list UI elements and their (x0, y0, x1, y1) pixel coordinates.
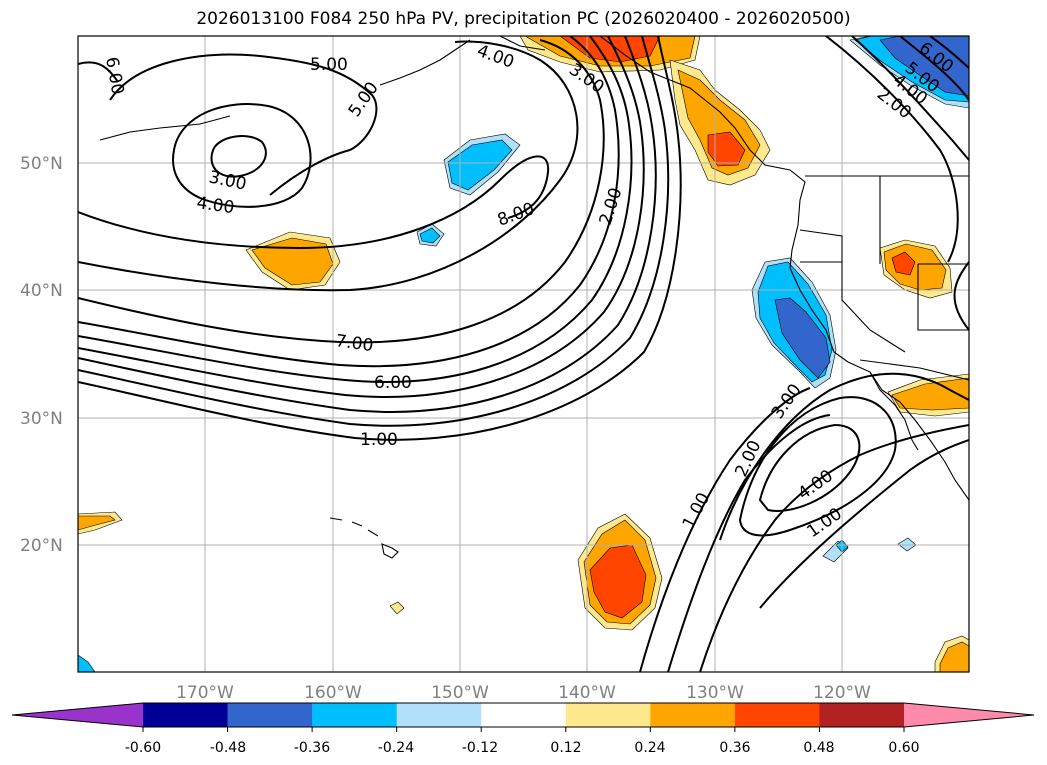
colorbar-tick-label: 0.48 (803, 740, 834, 756)
state-border-3 (917, 263, 969, 331)
pv-contour (78, 36, 682, 441)
colorbar-segment (143, 703, 229, 727)
precip-positive-area (707, 131, 746, 167)
precip-negative-area (447, 139, 513, 191)
pv-contour (759, 439, 969, 609)
latitude-labels: 50°N 40°N 30°N 20°N (20, 154, 63, 556)
pv-contour (78, 36, 645, 398)
colorbar-tick-labels: -0.60 -0.48 -0.36 -0.24 -0.12 0.12 0.24 … (125, 740, 920, 756)
precip-positive-area (559, 36, 661, 63)
pv-contour (78, 36, 633, 383)
contour-label: 7.00 (334, 331, 374, 356)
pv-contour (109, 53, 378, 196)
colorbar-tick-label: -0.48 (210, 740, 246, 756)
lon-label: 140°W (558, 683, 616, 703)
pv-contour (78, 36, 620, 368)
border-mexico (859, 359, 969, 381)
precip-positive-area (389, 601, 405, 615)
pv-contour (78, 36, 657, 413)
map-title: 2026013100 F084 250 hPa PV, precipitatio… (196, 9, 851, 29)
colorbar (11, 702, 1035, 732)
colorbar-segment (227, 703, 313, 727)
pv-contour (758, 423, 861, 512)
lat-label: 40°N (20, 281, 63, 301)
coastline-aleutian (99, 115, 231, 141)
colorbar-segment (734, 703, 820, 727)
pv-contour (899, 36, 969, 101)
precip-positive-area (939, 641, 969, 672)
precip-positive-area (251, 237, 334, 286)
pv-contour (699, 424, 969, 672)
precip-positive-area (589, 544, 647, 619)
precip-positive-area (78, 515, 116, 531)
coastline-alaska (379, 39, 471, 86)
lon-label: 150°W (431, 683, 489, 703)
coastlines (99, 36, 969, 559)
contour-label: 2.00 (596, 185, 627, 227)
pv-contour (667, 414, 831, 672)
colorbar-extend-max (904, 703, 1034, 727)
pv-contour (78, 155, 550, 250)
colorbar-tick-label: -0.24 (378, 740, 414, 756)
colorbar-tick-label: 0.12 (550, 740, 581, 756)
precip-negative-area (419, 227, 441, 244)
lon-label: 160°W (304, 683, 362, 703)
contour-label: 1.00 (360, 430, 398, 450)
colorbar-segment (565, 703, 651, 727)
lat-label: 20°N (20, 536, 63, 556)
colorbar-segment (819, 703, 905, 727)
coastline-na (599, 36, 969, 501)
colorbar-extend-min (12, 703, 143, 727)
pv-contour (78, 40, 579, 292)
lon-label: 130°W (686, 683, 744, 703)
pv-contour (172, 103, 312, 208)
longitude-labels: 170°W 160°W 150°W 140°W 130°W 120°W (176, 683, 871, 703)
contour-label: 5.00 (310, 55, 348, 75)
contour-label: 6.00 (101, 55, 127, 96)
precip-positive-area (891, 377, 969, 411)
lat-label: 50°N (20, 154, 63, 174)
pv-contour (929, 36, 969, 69)
pv-contour (851, 36, 969, 161)
pv-contour (210, 135, 267, 178)
contour-label: 4.00 (195, 193, 235, 218)
pv-contour (78, 39, 605, 344)
map-frame (77, 35, 970, 673)
colorbar-segment (481, 703, 567, 727)
lat-label: 30°N (20, 409, 63, 429)
pv-contour (719, 372, 969, 541)
pv-contour (825, 36, 959, 263)
colorbar-tick-label: -0.60 (125, 740, 161, 756)
pv-contour (78, 61, 119, 83)
colorbar-segment (312, 703, 398, 727)
pv-contour (78, 36, 670, 427)
state-border-1 (799, 229, 843, 262)
colorbar-segment (396, 703, 482, 727)
pv-contour (738, 396, 897, 537)
colorbar-tick-label: 0.24 (634, 740, 665, 756)
precip-positive-area (891, 251, 916, 276)
colorbar-tick-label: 0.36 (719, 740, 750, 756)
coastline-hawaii (329, 517, 399, 559)
precip-negative-area (879, 36, 969, 97)
pv-contour (953, 261, 969, 331)
state-border-ca (800, 261, 906, 353)
coastline-alaska-se (499, 36, 546, 51)
pv-contour (639, 387, 811, 672)
lon-label: 170°W (176, 683, 234, 703)
contour-label: 6.00 (374, 373, 412, 393)
precip-negative-area (78, 654, 96, 672)
colorbar-tick-label: -0.12 (462, 740, 498, 756)
precip-negative-area (774, 297, 831, 379)
coastline-baja (869, 371, 919, 451)
colorbar-segment (650, 703, 736, 727)
pv-contours (78, 36, 969, 672)
colorbar-tick-label: -0.36 (294, 740, 330, 756)
contour-label: 3.00 (207, 167, 248, 194)
lon-label: 120°W (813, 683, 871, 703)
map-plot-area: 6.00 5.00 4.00 3.00 5.00 3.00 4.00 8.00 … (78, 36, 969, 672)
contour-label: 4.00 (474, 41, 516, 73)
colorbar-tick-label: 0.60 (888, 740, 919, 756)
